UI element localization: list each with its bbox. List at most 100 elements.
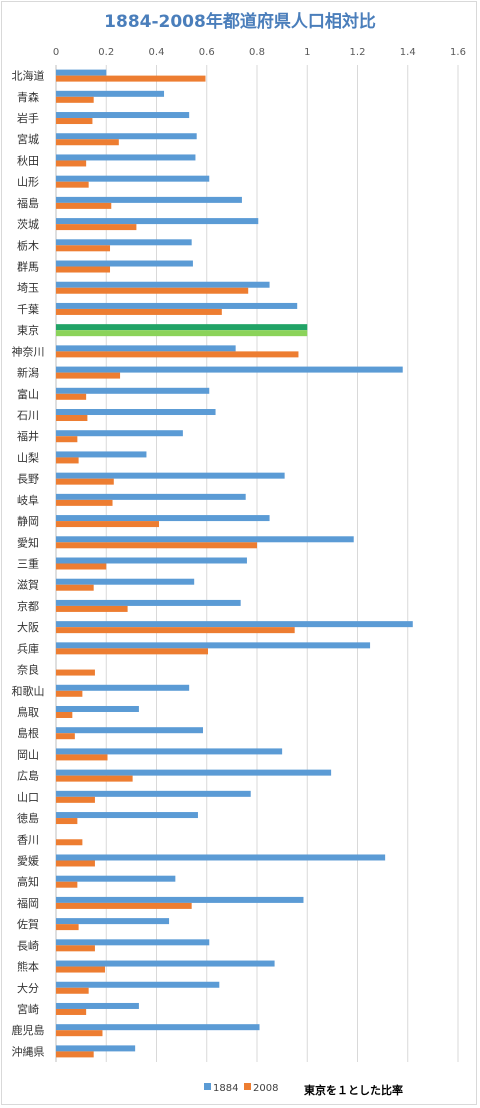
- x-tick-label: 0.4: [149, 47, 165, 58]
- bar-1884: [56, 536, 354, 543]
- category-label: 長野: [17, 473, 39, 486]
- bar-2008: [56, 266, 111, 273]
- bar-1884: [56, 493, 246, 500]
- category-label: 山口: [17, 791, 39, 804]
- category-label: 茨城: [17, 217, 39, 231]
- category-label: 千葉: [17, 302, 39, 316]
- bar-1884: [56, 175, 210, 182]
- category-label: 愛媛: [17, 853, 39, 867]
- bar-2008: [56, 75, 206, 82]
- bar-1884: [56, 218, 259, 225]
- chart-title: 1884-2008年都道府県人口相対比: [104, 11, 376, 32]
- bar-2008: [56, 605, 128, 612]
- category-label: 熊本: [17, 960, 39, 974]
- bar-1884: [56, 281, 270, 288]
- category-label: 愛知: [17, 535, 39, 549]
- bars: [56, 69, 413, 1058]
- category-label: 佐賀: [17, 917, 39, 931]
- category-label: 鳥取: [17, 705, 39, 719]
- bar-1884: [56, 1045, 136, 1052]
- category-label: 東京: [17, 323, 39, 337]
- bar-1884: [56, 684, 190, 691]
- x-axis-ticks: 0 0.2 0.4 0.6 0.8 1 1.2 1.4 1.6: [53, 47, 466, 58]
- bar-1884: [56, 557, 247, 564]
- bar-2008: [56, 796, 95, 803]
- legend-swatch: [204, 1083, 211, 1090]
- category-label: 新潟: [17, 366, 39, 380]
- category-label: 青森: [17, 90, 39, 104]
- category-label: 静岡: [17, 514, 39, 528]
- bar-2008: [56, 818, 78, 825]
- bar-2008: [56, 584, 94, 591]
- bar-2008: [56, 96, 94, 103]
- category-label: 神奈川: [12, 344, 45, 358]
- bar-1884: [56, 727, 203, 734]
- bar-1884: [56, 790, 251, 797]
- bar-1884: [56, 387, 210, 394]
- bar-1884: [56, 133, 197, 140]
- bar-1884: [56, 69, 107, 76]
- bar-2008: [56, 118, 93, 125]
- category-label: 埼玉: [17, 281, 39, 295]
- bar-1884: [56, 705, 139, 712]
- bar-1884: [56, 409, 216, 416]
- legend-label: 1884: [213, 1083, 238, 1094]
- category-label: 徳島: [17, 811, 39, 825]
- bar-1884: [56, 451, 147, 458]
- category-label: 富山: [17, 387, 39, 401]
- bar-1884: [56, 302, 298, 309]
- bar-1884: [56, 939, 210, 946]
- category-label: 栃木: [17, 238, 39, 252]
- bar-2008: [56, 139, 119, 146]
- category-label: 鹿児島: [12, 1023, 45, 1037]
- gridlines: [55, 65, 459, 1062]
- category-label: 広島: [17, 769, 39, 783]
- category-label: 石川: [17, 409, 39, 422]
- bar-1884: [56, 154, 196, 161]
- bar-2008: [56, 563, 107, 570]
- x-tick-label: 0.6: [199, 47, 215, 58]
- category-label: 福岡: [17, 896, 39, 910]
- chart-note: 東京を１とした比率: [304, 1083, 403, 1097]
- bar-1884: [56, 260, 193, 267]
- bar-1884: [56, 1002, 139, 1009]
- bar-2008: [56, 499, 113, 506]
- bar-1884: [56, 239, 192, 246]
- category-label: 香川: [17, 833, 39, 846]
- category-label: 大分: [17, 981, 39, 995]
- bar-2008: [56, 457, 79, 464]
- category-label: 滋賀: [17, 579, 39, 592]
- bar-1884: [56, 324, 308, 331]
- bar-2008: [56, 987, 89, 994]
- bar-1884: [56, 112, 190, 119]
- bar-2008: [56, 902, 192, 909]
- bar-2008: [56, 1051, 94, 1058]
- bar-1884: [56, 599, 241, 606]
- x-tick-label: 1.6: [450, 47, 466, 58]
- bar-2008: [56, 669, 95, 676]
- bar-2008: [56, 160, 87, 167]
- category-label: 沖縄県: [12, 1044, 45, 1058]
- category-label: 山梨: [17, 450, 39, 464]
- x-tick-label: 1.4: [400, 47, 416, 58]
- x-tick-label: 1.2: [350, 47, 366, 58]
- category-label: 高知: [17, 875, 39, 889]
- category-label: 三重: [17, 557, 39, 571]
- bar-2008: [56, 924, 79, 931]
- category-label: 奈良: [17, 663, 39, 677]
- x-tick-label: 1: [304, 47, 310, 58]
- x-tick-label: 0.8: [249, 47, 265, 58]
- category-label: 長崎: [17, 938, 39, 952]
- bar-2008: [56, 436, 78, 443]
- bar-1884: [56, 960, 275, 967]
- bar-2008: [56, 308, 222, 315]
- bar-1884: [56, 642, 371, 649]
- bar-2008: [56, 351, 299, 358]
- bar-2008: [56, 393, 87, 400]
- bar-1884: [56, 854, 386, 861]
- bar-1884: [56, 90, 165, 97]
- bar-2008: [56, 542, 257, 549]
- bar-2008: [56, 966, 105, 973]
